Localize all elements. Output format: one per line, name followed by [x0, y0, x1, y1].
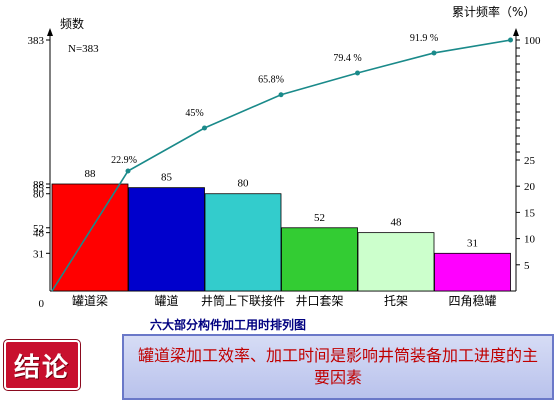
right-tick-label: 25 — [524, 155, 536, 167]
bar-value-label: 31 — [467, 237, 478, 249]
right-axis-arrow — [513, 28, 519, 36]
bars — [51, 183, 511, 292]
left-axis-title: 频数 — [60, 16, 84, 31]
cumulative-point — [125, 168, 131, 174]
bar — [128, 187, 205, 292]
left-tick-label: 48 — [33, 228, 45, 240]
left-axis-arrow — [47, 28, 53, 36]
cumulative-point — [355, 70, 360, 76]
bar — [434, 252, 511, 292]
bar — [204, 193, 282, 292]
category-label: 井口套架 — [295, 294, 343, 308]
cumulative-point — [278, 92, 284, 98]
cumulative-label: 91.9 % — [410, 33, 438, 44]
bar-value-label: 80 — [238, 178, 250, 190]
category-label: 托架 — [384, 294, 408, 308]
conclusion-text: 罐道梁加工效率、加工时间是影响井筒装备加工进度的主要因素 — [122, 334, 554, 400]
category-label: 罐道梁 — [72, 293, 108, 308]
labels: 88 罐道梁 85 罐道 80 井筒上下联接件 52 井口套架 48 托架 31 四角稳罐 22.9% 4… — [72, 33, 497, 308]
bar — [357, 232, 435, 292]
right-tick-label: 20 — [524, 181, 536, 193]
left-tick-label: 31 — [33, 248, 44, 260]
left-tick-label: 0 — [39, 298, 45, 310]
bar — [51, 183, 129, 292]
cumulative-label: 65.8% — [258, 75, 284, 86]
right-tick-label: 15 — [524, 207, 536, 219]
bar — [281, 227, 358, 292]
cumulative-point — [431, 50, 437, 56]
right-tick-label: 10 — [524, 234, 536, 246]
cumulative-point — [202, 125, 207, 131]
category-label: 四角稳罐 — [448, 293, 496, 308]
cumulative-point — [508, 37, 513, 43]
category-label: 井筒上下联接件 — [201, 293, 285, 308]
right-tick-label: 5 — [524, 260, 530, 272]
cumulative-label: 45% — [185, 108, 203, 119]
cumulative-label: 79.4 % — [333, 53, 361, 64]
left-tick-label: 383 — [28, 35, 45, 47]
left-tick-label: 80 — [33, 189, 45, 201]
cumulative-label: 22.9% — [111, 155, 137, 166]
bar-value-label: 48 — [391, 217, 403, 229]
left-tick-label: 88 — [33, 179, 45, 191]
left-tick-label: 52 — [33, 223, 44, 235]
chart-title: 六大部分构件加工用时排列图 — [150, 317, 306, 332]
right-axis-title: 累计频率（%） — [452, 4, 535, 19]
right-tick-label: 100 — [524, 35, 541, 47]
conclusion-badge: 结论 — [4, 340, 80, 390]
sample-size-label: N=383 — [68, 43, 99, 55]
left-tick-label: 85 — [33, 183, 45, 195]
bar-value-label: 52 — [314, 212, 325, 224]
bar-value-label: 88 — [85, 168, 97, 180]
category-label: 罐道 — [154, 294, 178, 308]
bar-value-label: 85 — [161, 172, 173, 184]
cumulative-line — [51, 37, 513, 292]
